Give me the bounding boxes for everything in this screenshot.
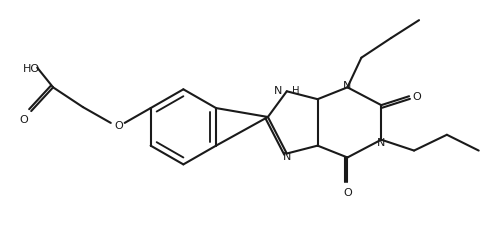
Text: H: H [292, 86, 299, 96]
Text: N: N [343, 81, 352, 91]
Text: O: O [343, 187, 352, 197]
Text: O: O [413, 92, 422, 102]
Text: N: N [377, 137, 385, 147]
Text: N: N [273, 86, 282, 96]
Text: HO: HO [23, 63, 40, 73]
Text: N: N [283, 151, 291, 161]
Text: O: O [115, 120, 123, 130]
Text: O: O [19, 114, 28, 125]
